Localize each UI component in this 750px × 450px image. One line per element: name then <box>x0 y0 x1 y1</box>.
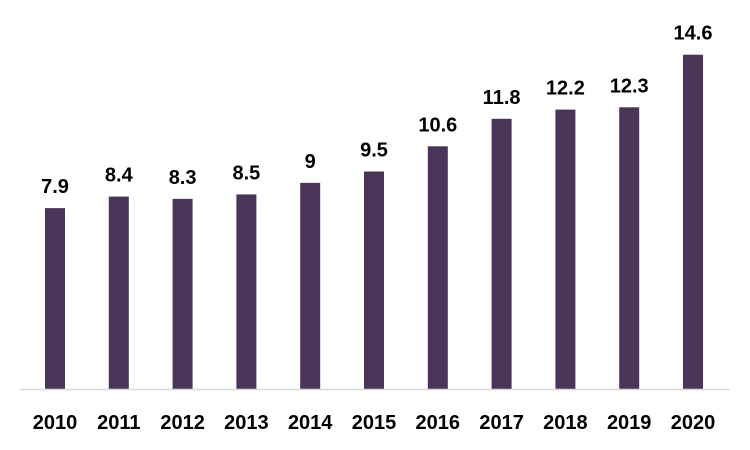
x-tick-label-2019: 2019 <box>607 412 652 434</box>
value-labels-group: 7.9 8.4 8.3 8.5 9 9.5 10.6 11.8 12.2 12.3 14.6 <box>41 23 712 198</box>
x-tick-label-2013: 2013 <box>224 412 269 434</box>
x-tick-label-2015: 2015 <box>352 412 397 434</box>
x-tick-label-2014: 2014 <box>288 412 333 434</box>
bar-2018 <box>555 109 576 389</box>
value-label-2010: 7.9 <box>41 176 69 198</box>
bar-2010 <box>45 208 65 389</box>
value-label-2017: 11.8 <box>483 87 521 109</box>
bar-2017 <box>491 118 512 390</box>
x-tick-label-2018: 2018 <box>543 412 588 434</box>
x-tick-label-2010: 2010 <box>33 412 78 434</box>
bar-2015 <box>364 171 384 389</box>
x-tick-label-2012: 2012 <box>160 412 205 434</box>
bar-2016 <box>427 146 448 389</box>
bar-2012 <box>172 198 193 389</box>
value-label-2012: 8.3 <box>169 167 197 189</box>
value-label-2019: 12.3 <box>610 75 649 97</box>
bar-2014 <box>300 182 321 389</box>
x-tick-label-2016: 2016 <box>416 412 461 434</box>
value-label-2020: 14.6 <box>674 23 713 45</box>
bar-2013 <box>236 194 257 389</box>
value-label-2011: 8.4 <box>105 165 134 187</box>
x-tick-label-2017: 2017 <box>479 412 524 434</box>
x-tick-label-2011: 2011 <box>97 412 140 434</box>
bars-group <box>45 54 703 390</box>
value-label-2018: 12.2 <box>546 78 585 100</box>
value-label-2014: 9 <box>305 151 316 173</box>
bar-2019 <box>619 107 640 390</box>
bar-2020 <box>683 54 703 389</box>
bar-2011 <box>108 196 129 389</box>
value-label-2016: 10.6 <box>418 114 457 136</box>
x-tick-label-2020: 2020 <box>671 412 716 434</box>
x-tick-labels-group: 2010 2011 2012 2013 2014 2015 2016 2017 2018 2019… <box>33 412 716 434</box>
value-label-2013: 8.5 <box>232 162 260 184</box>
value-label-2015: 9.5 <box>360 140 388 162</box>
